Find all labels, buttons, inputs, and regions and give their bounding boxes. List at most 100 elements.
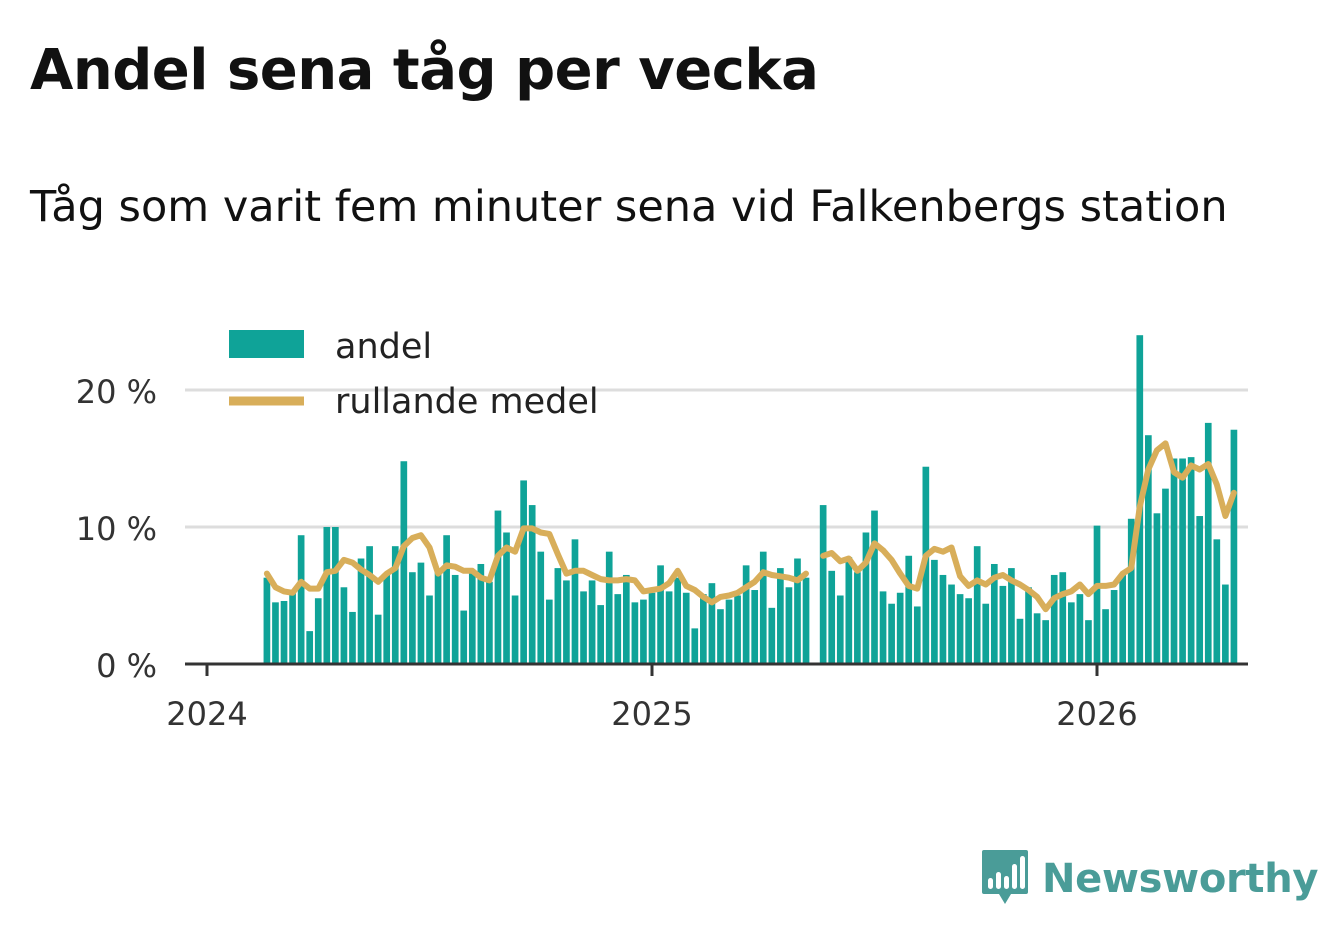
bar [357, 558, 365, 664]
bar [1076, 594, 1084, 664]
y-tick-label: 10 % [76, 510, 157, 548]
bar [511, 595, 519, 664]
bar [777, 568, 784, 664]
bar [1093, 525, 1101, 664]
bar [725, 599, 733, 664]
bar [648, 592, 656, 664]
bar [400, 461, 408, 664]
bar [366, 546, 373, 664]
bar [871, 510, 878, 664]
bar [622, 574, 630, 664]
bar [545, 599, 553, 664]
bar [742, 565, 750, 664]
bar [708, 583, 716, 664]
x-tick-label: 2024 [166, 695, 247, 733]
bar [1196, 516, 1204, 664]
bar [1067, 602, 1075, 664]
bar [1204, 422, 1212, 664]
line-segment [263, 525, 809, 606]
bar [973, 546, 981, 664]
bar [931, 559, 938, 664]
bar [443, 535, 450, 664]
bar [1145, 435, 1152, 664]
bar [1170, 458, 1178, 664]
bar [759, 551, 767, 664]
bar [332, 527, 339, 664]
bar [1025, 587, 1032, 664]
bar [528, 505, 536, 664]
bar [691, 628, 699, 664]
bar [982, 603, 990, 664]
bar [614, 594, 622, 664]
bar [700, 594, 707, 664]
legend: andel rullande medel [229, 327, 599, 422]
bar [289, 592, 296, 664]
bar [888, 603, 895, 664]
bar [1230, 429, 1238, 664]
bar [588, 580, 596, 664]
bar [631, 602, 639, 664]
chart-title: Andel sena tåg per vecka [30, 38, 819, 103]
bar [391, 546, 399, 664]
bar [794, 558, 801, 664]
bar [1050, 574, 1058, 664]
bar [682, 592, 690, 664]
bar [879, 591, 887, 664]
bar [1059, 572, 1067, 664]
bar [956, 594, 964, 664]
chart-subtitle: Tåg som varit fem minuter sena vid Falke… [30, 182, 1228, 232]
bar [862, 532, 870, 664]
legend-swatch-andel [229, 330, 304, 358]
bar-chart-logo-icon [982, 850, 1028, 904]
bar [571, 539, 579, 664]
bar [896, 592, 904, 664]
bar [657, 565, 664, 664]
bar [297, 535, 305, 664]
gridlines [185, 388, 1248, 529]
bar [340, 587, 348, 664]
bar [468, 572, 476, 664]
bar [1110, 590, 1118, 664]
bar [990, 563, 998, 664]
bar [905, 555, 913, 664]
bar [1187, 457, 1195, 664]
bar [734, 595, 741, 664]
bar [828, 570, 836, 664]
bar [674, 577, 682, 664]
line-series-rullande-medel [263, 440, 1237, 613]
y-tick-label: 0 % [96, 647, 157, 685]
bar [965, 598, 972, 664]
bar [751, 590, 759, 664]
line-segment [820, 440, 1237, 613]
bar [665, 591, 673, 664]
bar [948, 584, 955, 664]
x-tick-label: 2025 [611, 695, 692, 733]
bar [999, 585, 1007, 664]
bar [605, 551, 613, 664]
bar [383, 573, 391, 664]
bar [802, 577, 810, 664]
bar-series-andel [263, 335, 1238, 664]
brand-name: Newsworthy [1042, 856, 1319, 902]
bar [1085, 620, 1092, 664]
bar [1102, 609, 1109, 664]
bar [374, 614, 382, 664]
bar [426, 595, 433, 664]
bar [1222, 584, 1229, 664]
bar [785, 587, 793, 664]
bar [1179, 458, 1186, 664]
bar [537, 551, 545, 664]
bar [1213, 539, 1221, 664]
bar [409, 572, 416, 664]
bar [554, 568, 562, 664]
bar [1033, 613, 1041, 664]
bar [1016, 618, 1024, 664]
bar [768, 607, 776, 664]
axes: 0 % 10 % 20 % 2024 2025 2026 [76, 373, 1248, 733]
bar [434, 572, 442, 664]
bar [280, 600, 288, 664]
bar [563, 580, 570, 664]
legend-label-andel: andel [335, 327, 432, 367]
bar [349, 611, 356, 664]
